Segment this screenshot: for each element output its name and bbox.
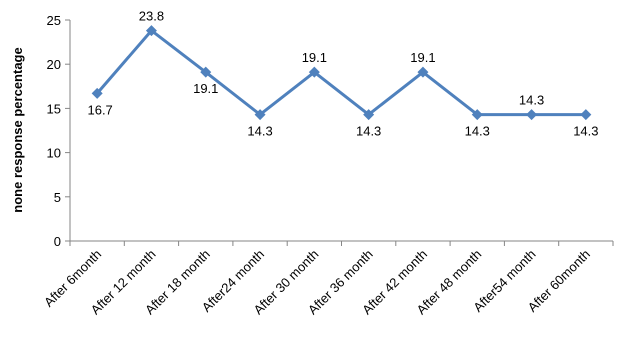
data-point — [254, 109, 266, 121]
data-label: 14.3 — [519, 93, 544, 108]
data-point — [417, 66, 429, 78]
data-label: 14.3 — [465, 124, 490, 139]
data-point — [145, 25, 157, 37]
data-point — [526, 109, 538, 121]
y-axis-ticks: 0 5 10 15 20 25 — [47, 13, 70, 249]
data-labels: 16.7 23.8 19.1 14.3 19.1 14.3 19.1 14.3 14.3 14.3 — [87, 9, 598, 139]
y-tick-label: 25 — [47, 13, 61, 28]
y-axis-title: none response percentage — [10, 47, 25, 212]
data-markers — [91, 25, 592, 121]
data-label: 19.1 — [193, 81, 218, 96]
data-point — [91, 87, 103, 99]
data-label: 16.7 — [87, 102, 112, 117]
data-point — [580, 109, 592, 121]
y-tick-label: 5 — [54, 190, 61, 205]
data-point — [471, 109, 483, 121]
y-tick-label: 20 — [47, 57, 61, 72]
series-line — [96, 29, 586, 117]
data-label: 14.3 — [573, 124, 598, 139]
data-label: 23.8 — [139, 9, 164, 24]
y-tick-label: 0 — [54, 234, 61, 249]
data-point — [363, 109, 375, 121]
y-tick-label: 15 — [47, 101, 61, 116]
data-label: 14.3 — [247, 124, 272, 139]
data-point — [200, 66, 212, 78]
x-axis-ticks — [69, 241, 614, 246]
data-label: 14.3 — [356, 124, 381, 139]
data-label: 19.1 — [410, 50, 435, 65]
y-tick-label: 10 — [47, 146, 61, 161]
data-label: 19.1 — [302, 50, 327, 65]
data-point — [308, 66, 320, 78]
